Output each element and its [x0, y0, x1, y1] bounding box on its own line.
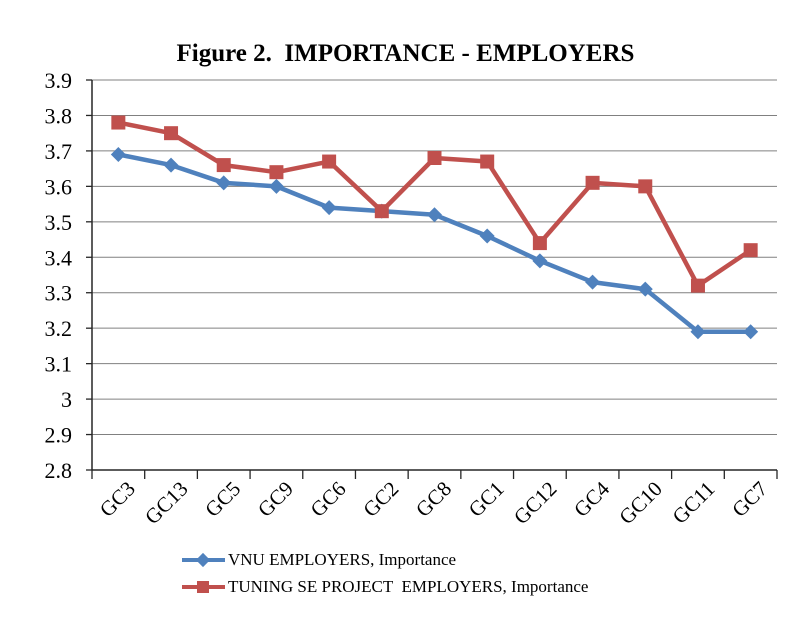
data-point-square	[216, 158, 231, 173]
y-axis-label: 2.9	[45, 423, 73, 448]
series-line-1	[116, 120, 753, 288]
x-axis-label: GC10	[614, 477, 666, 529]
y-axis-label: 3	[61, 387, 72, 412]
legend-label-vnu: VNU EMPLOYERS, Importance	[228, 549, 457, 569]
chart-title: Figure 2. IMPORTANCE - EMPLOYERS	[176, 40, 635, 67]
x-axis-label: GC2	[358, 477, 403, 522]
data-point-square	[322, 154, 337, 169]
legend-label-tuning: TUNING SE PROJECT EMPLOYERS, Importance	[228, 576, 589, 596]
data-point-diamond	[216, 175, 232, 191]
data-point-diamond	[268, 178, 284, 194]
x-axis-label: GC11	[668, 477, 720, 529]
data-point-diamond	[427, 207, 442, 223]
x-axis-label: GC9	[253, 477, 298, 522]
y-axis-label: 2.8	[45, 458, 73, 483]
x-axis-label: GC8	[411, 477, 456, 522]
y-axis-label: 3.6	[45, 174, 73, 199]
data-point-square	[374, 204, 389, 219]
data-point-diamond	[690, 324, 706, 340]
data-point-diamond	[532, 253, 548, 269]
legend-item-vnu: VNU EMPLOYERS, Importance	[182, 546, 588, 573]
data-point-diamond	[637, 281, 653, 297]
tuning-series-legend-marker	[182, 579, 225, 595]
data-point-square	[164, 126, 179, 141]
x-axis-label: GC3	[95, 477, 140, 522]
y-axis-label: 3.8	[45, 103, 73, 128]
y-axis-label: 3.9	[45, 68, 73, 93]
x-axis-label: GC13	[140, 477, 192, 529]
x-axis-label: GC4	[569, 476, 614, 521]
legend: VNU EMPLOYERS, Importance TUNING SE PROJ…	[182, 546, 588, 600]
data-point-diamond	[163, 157, 179, 173]
data-point-square	[638, 179, 653, 194]
data-point-diamond	[110, 146, 126, 162]
y-axis-label: 3.4	[45, 245, 73, 270]
vnu-series-legend-marker	[182, 552, 225, 568]
data-point-square	[480, 154, 495, 169]
data-point-diamond	[479, 228, 495, 244]
data-point-diamond	[321, 200, 337, 216]
x-axis-label: GC6	[306, 477, 351, 522]
y-axis-label: 3.5	[45, 210, 73, 235]
data-point-square	[269, 165, 284, 180]
data-point-square	[743, 243, 758, 258]
x-axis-label: GC5	[200, 477, 245, 522]
y-axis-label: 3.7	[45, 139, 73, 164]
x-axis-label: GC1	[464, 477, 509, 522]
y-axis-label: 3.3	[45, 281, 73, 306]
x-axis-label: GC12	[509, 477, 561, 529]
data-point-square	[690, 278, 705, 293]
data-point-diamond	[743, 324, 759, 340]
data-point-diamond	[585, 274, 601, 290]
data-point-square	[427, 151, 442, 165]
data-point-square	[532, 236, 547, 251]
y-axis-label: 3.2	[45, 316, 73, 341]
series-line-0	[116, 152, 753, 334]
diamond-marker-icon	[195, 552, 211, 567]
data-point-square	[585, 175, 600, 190]
y-axis-label: 3.1	[45, 352, 73, 377]
data-point-square	[111, 115, 126, 130]
square-marker-icon	[197, 580, 209, 593]
x-axis-label: GC7	[727, 477, 772, 522]
legend-item-tuning: TUNING SE PROJECT EMPLOYERS, Importance	[182, 573, 588, 600]
